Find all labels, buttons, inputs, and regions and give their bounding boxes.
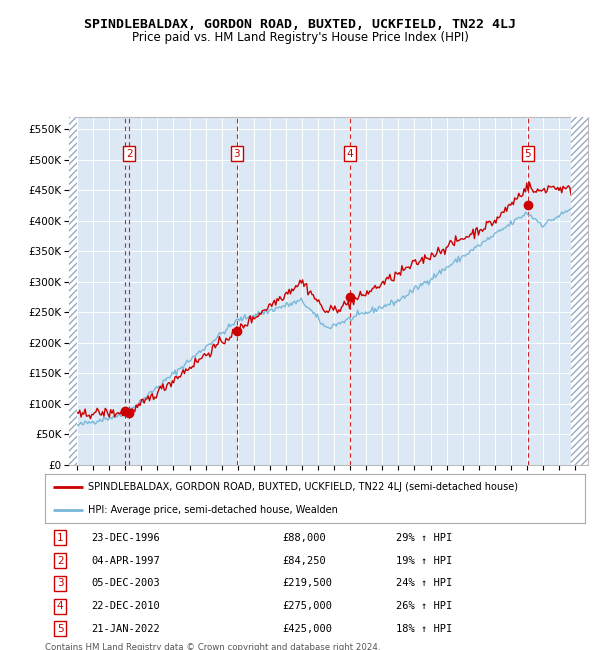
- Text: 2: 2: [57, 556, 64, 566]
- Text: Price paid vs. HM Land Registry's House Price Index (HPI): Price paid vs. HM Land Registry's House …: [131, 31, 469, 44]
- Text: £84,250: £84,250: [283, 556, 326, 566]
- Text: 2: 2: [126, 149, 133, 159]
- Text: 18% ↑ HPI: 18% ↑ HPI: [396, 624, 452, 634]
- Bar: [571, 117, 588, 465]
- Text: SPINDLEBALDAX, GORDON ROAD, BUXTED, UCKFIELD, TN22 4LJ (semi-detached house): SPINDLEBALDAX, GORDON ROAD, BUXTED, UCKF…: [88, 482, 518, 492]
- Text: 4: 4: [57, 601, 64, 611]
- Text: 3: 3: [233, 149, 240, 159]
- Text: 24% ↑ HPI: 24% ↑ HPI: [396, 578, 452, 588]
- Text: 4: 4: [346, 149, 353, 159]
- Text: £275,000: £275,000: [283, 601, 332, 611]
- Text: 5: 5: [57, 624, 64, 634]
- Text: 21-JAN-2022: 21-JAN-2022: [91, 624, 160, 634]
- Bar: [69, 117, 77, 465]
- Text: 05-DEC-2003: 05-DEC-2003: [91, 578, 160, 588]
- Text: 5: 5: [524, 149, 531, 159]
- Text: 23-DEC-1996: 23-DEC-1996: [91, 533, 160, 543]
- Text: SPINDLEBALDAX, GORDON ROAD, BUXTED, UCKFIELD, TN22 4LJ: SPINDLEBALDAX, GORDON ROAD, BUXTED, UCKF…: [84, 18, 516, 31]
- Text: 29% ↑ HPI: 29% ↑ HPI: [396, 533, 452, 543]
- Text: HPI: Average price, semi-detached house, Wealden: HPI: Average price, semi-detached house,…: [88, 505, 338, 515]
- Text: £88,000: £88,000: [283, 533, 326, 543]
- Text: 04-APR-1997: 04-APR-1997: [91, 556, 160, 566]
- Text: 19% ↑ HPI: 19% ↑ HPI: [396, 556, 452, 566]
- Text: 26% ↑ HPI: 26% ↑ HPI: [396, 601, 452, 611]
- Text: 3: 3: [57, 578, 64, 588]
- Text: £219,500: £219,500: [283, 578, 332, 588]
- Text: £425,000: £425,000: [283, 624, 332, 634]
- Text: 22-DEC-2010: 22-DEC-2010: [91, 601, 160, 611]
- Text: Contains HM Land Registry data © Crown copyright and database right 2024.: Contains HM Land Registry data © Crown c…: [45, 644, 380, 650]
- Text: 1: 1: [57, 533, 64, 543]
